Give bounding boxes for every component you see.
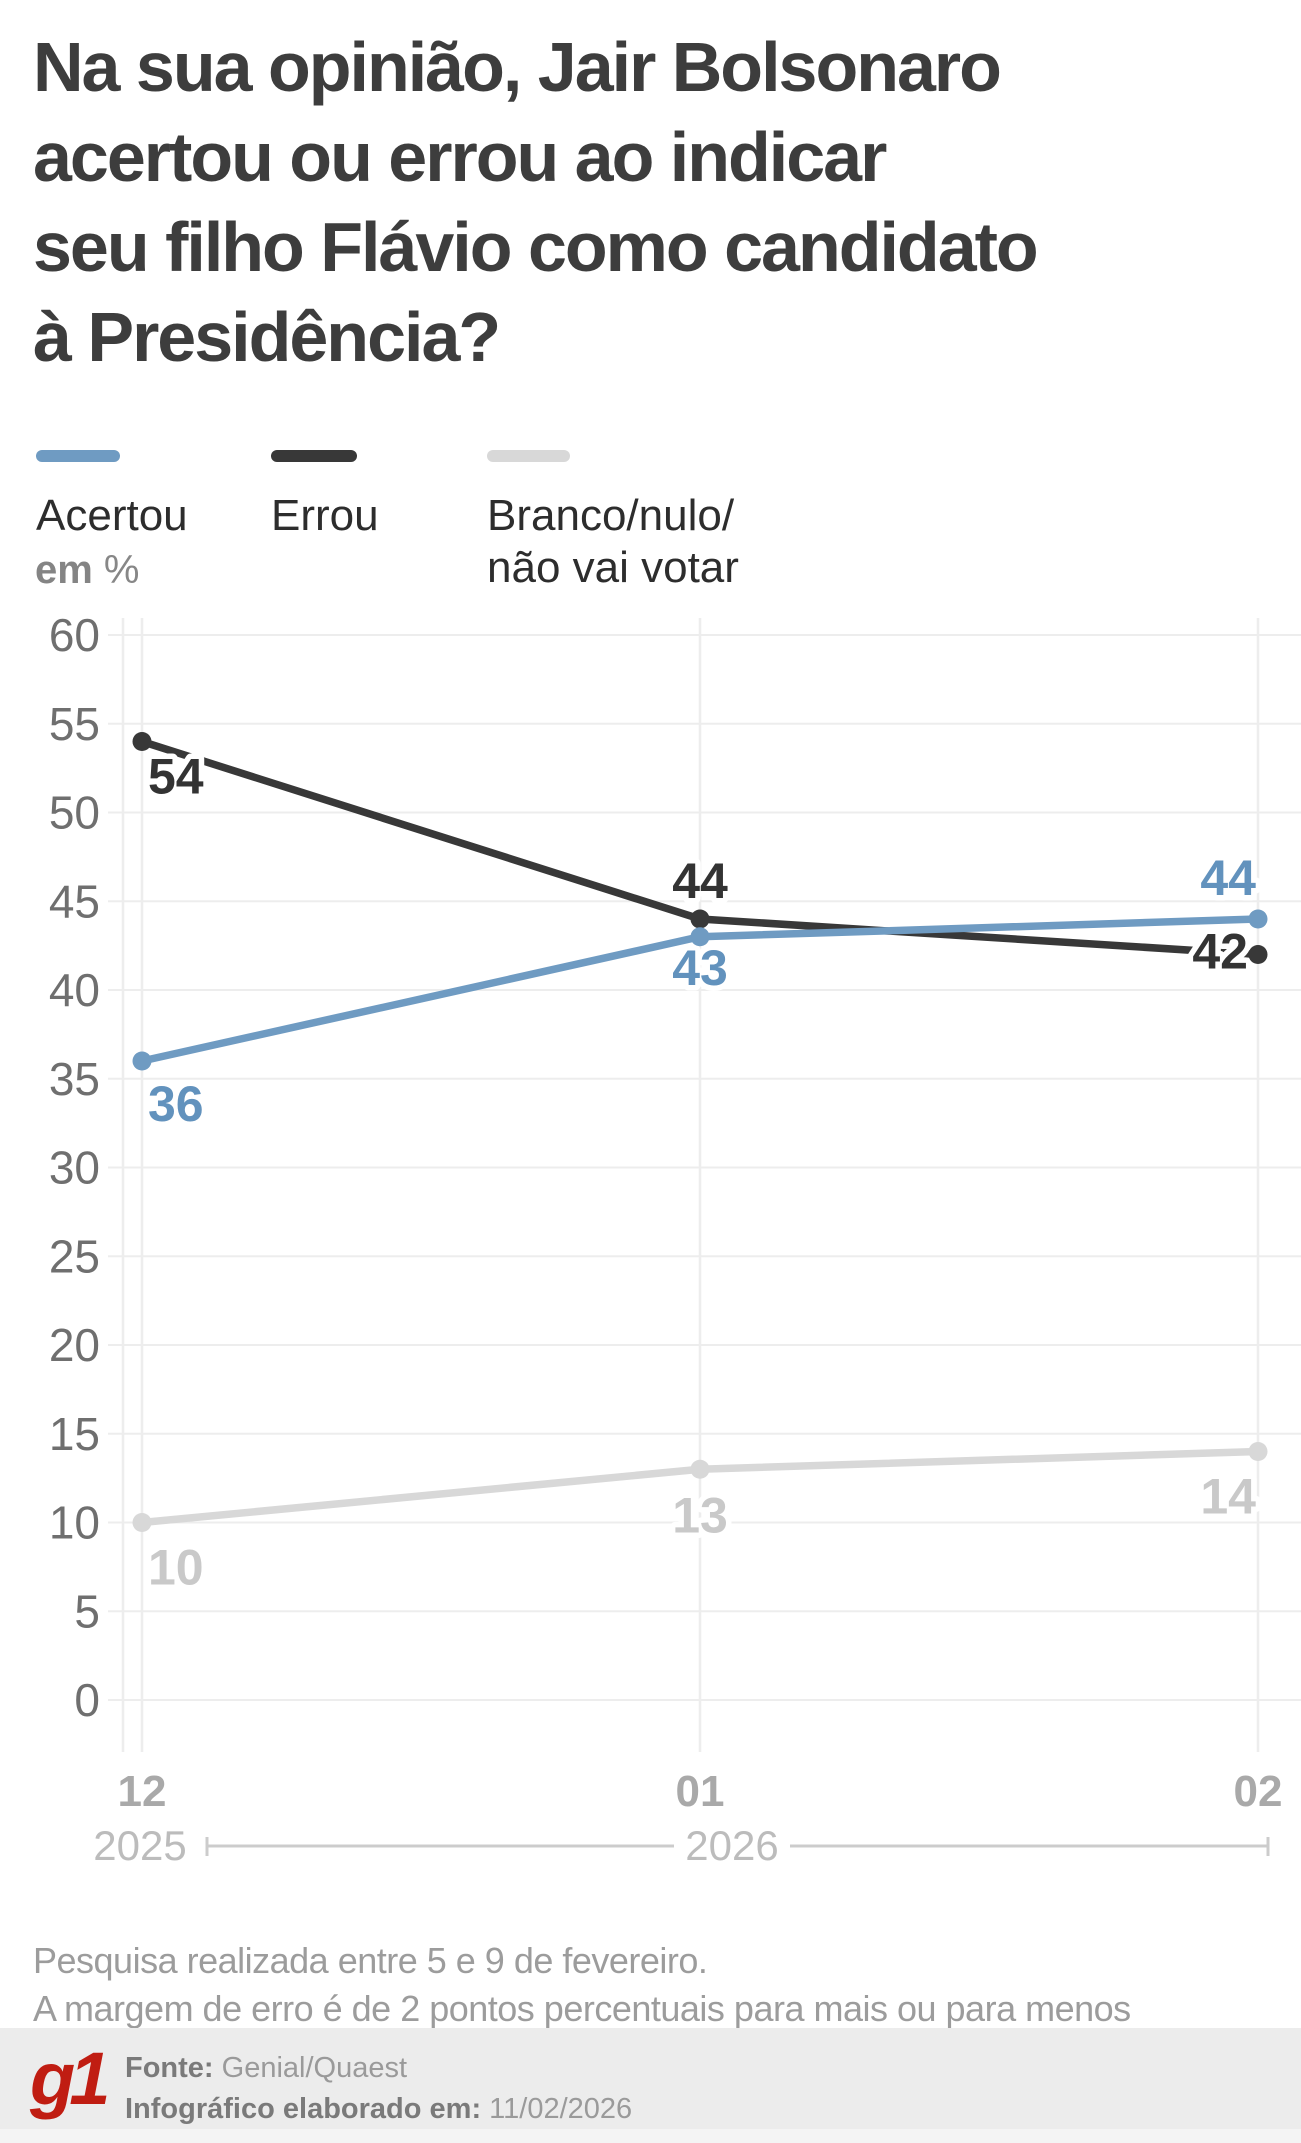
data-point — [1248, 909, 1268, 929]
unit-label-pct: % — [92, 548, 140, 592]
x-tick-label: 12 — [118, 1767, 167, 1816]
y-tick-label: 30 — [49, 1142, 100, 1194]
y-tick-label: 0 — [74, 1674, 100, 1726]
data-point — [690, 927, 710, 947]
footnote-line: A margem de erro é de 2 pontos percentua… — [33, 1988, 1131, 2029]
y-tick-label: 35 — [49, 1053, 100, 1105]
year-label: 2025 — [93, 1822, 186, 1869]
data-point — [132, 732, 152, 751]
title-line: seu filho Flávio como candidato — [33, 208, 1039, 286]
y-tick-label: 60 — [49, 609, 100, 661]
legend-label: Acertou — [36, 491, 188, 540]
g1-logo: g1 — [30, 2037, 110, 2120]
source-line: Fonte: Genial/Quaest — [125, 2048, 632, 2089]
data-label: 10 — [148, 1540, 204, 1596]
year-label: 2026 — [685, 1822, 778, 1869]
legend-item-branco-nulo: Branco/nulo/ não vai votar — [487, 450, 739, 594]
footer-bar — [0, 2028, 1301, 2129]
x-tick-label: 02 — [1234, 1767, 1283, 1816]
footer-bottom-strip — [0, 2129, 1301, 2143]
data-label: 44 — [1200, 850, 1256, 906]
source-value: Genial/Quaest — [213, 2052, 408, 2084]
y-tick-label: 10 — [49, 1497, 100, 1549]
legend: Acertou Errou Branco/nulo/ não vai votar — [0, 450, 1301, 640]
unit-label-em: em — [35, 548, 93, 592]
footnotes: Pesquisa realizada entre 5 e 9 de fevere… — [33, 1937, 1131, 2033]
unit-label: em % — [35, 548, 140, 593]
data-point — [690, 1459, 710, 1479]
data-point — [1248, 1442, 1268, 1461]
y-tick-label: 55 — [49, 698, 100, 750]
x-tick-label: 01 — [676, 1767, 725, 1816]
data-label: 36 — [148, 1076, 204, 1132]
y-tick-label: 15 — [49, 1408, 100, 1460]
data-point — [132, 1513, 152, 1532]
data-point — [1248, 945, 1268, 964]
y-tick-label: 5 — [74, 1585, 100, 1637]
legend-label: Errou — [271, 491, 379, 540]
y-tick-label: 20 — [49, 1319, 100, 1371]
legend-swatch-errou — [271, 450, 357, 462]
source-block: Fonte: Genial/Quaest Infográfico elabora… — [125, 2048, 632, 2130]
data-label: 42 — [1192, 924, 1248, 980]
y-tick-label: 40 — [49, 964, 100, 1016]
page-title: Na sua opinião, Jair Bolsonaro acertou o… — [33, 22, 1293, 382]
title-line: Na sua opinião, Jair Bolsonaro — [33, 28, 1002, 106]
y-tick-label: 25 — [49, 1230, 100, 1282]
data-point — [690, 909, 710, 929]
source-label: Fonte: — [125, 2052, 214, 2084]
y-tick-label: 45 — [49, 875, 100, 927]
legend-swatch-branco-nulo — [487, 450, 570, 462]
info-value: 11/02/2026 — [481, 2093, 633, 2125]
legend-label-line: não vai votar — [487, 543, 739, 592]
legend-label: Branco/nulo/ não vai votar — [487, 490, 739, 594]
y-tick-label: 50 — [49, 787, 100, 839]
data-label: 44 — [672, 853, 728, 909]
data-point — [132, 1051, 152, 1071]
legend-swatch-acertou — [36, 450, 120, 462]
data-label: 14 — [1200, 1469, 1256, 1525]
info-line: Infográfico elaborado em: 11/02/2026 — [125, 2089, 632, 2130]
footnote-line: Pesquisa realizada entre 5 e 9 de fevere… — [33, 1940, 708, 1981]
legend-item-acertou: Acertou — [36, 450, 188, 542]
data-label: 43 — [672, 940, 728, 996]
data-label: 13 — [672, 1487, 728, 1543]
title-line: à Presidência? — [33, 298, 501, 376]
info-label: Infográfico elaborado em: — [125, 2093, 482, 2125]
data-label: 54 — [148, 749, 204, 805]
title-line: acertou ou errou ao indicar — [33, 118, 887, 196]
legend-label-line: Branco/nulo/ — [487, 491, 735, 540]
legend-item-errou: Errou — [271, 450, 379, 542]
